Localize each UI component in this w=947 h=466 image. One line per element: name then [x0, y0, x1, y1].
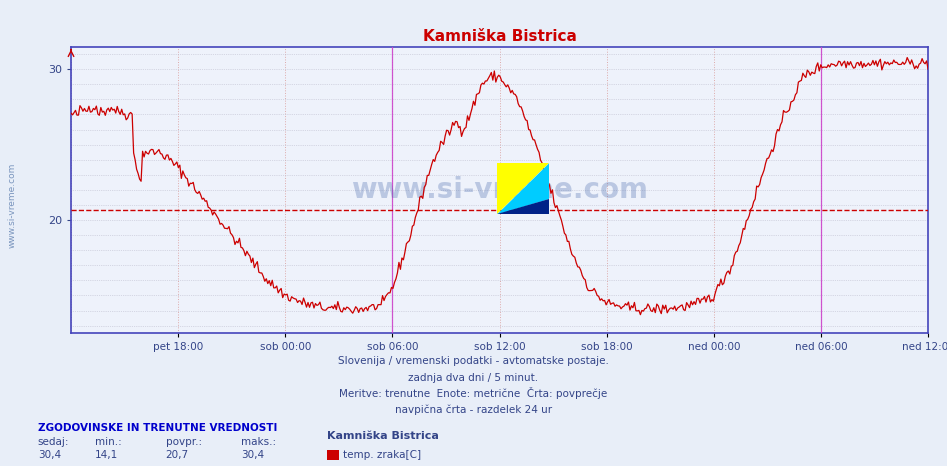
- Text: temp. zraka[C]: temp. zraka[C]: [343, 450, 420, 459]
- Text: Slovenija / vremenski podatki - avtomatske postaje.: Slovenija / vremenski podatki - avtomats…: [338, 356, 609, 366]
- Polygon shape: [497, 163, 549, 214]
- Text: 14,1: 14,1: [95, 450, 118, 459]
- Text: 20,7: 20,7: [166, 450, 188, 459]
- Text: min.:: min.:: [95, 437, 121, 446]
- Text: sedaj:: sedaj:: [38, 437, 69, 446]
- Text: www.si-vreme.com: www.si-vreme.com: [8, 162, 17, 248]
- Polygon shape: [497, 199, 549, 214]
- Text: maks.:: maks.:: [241, 437, 277, 446]
- Polygon shape: [497, 163, 549, 214]
- Text: povpr.:: povpr.:: [166, 437, 202, 446]
- Title: Kamniška Bistrica: Kamniška Bistrica: [422, 29, 577, 44]
- Text: navpična črta - razdelek 24 ur: navpična črta - razdelek 24 ur: [395, 405, 552, 415]
- Text: www.si-vreme.com: www.si-vreme.com: [351, 176, 648, 204]
- Text: 30,4: 30,4: [241, 450, 264, 459]
- Text: ZGODOVINSKE IN TRENUTNE VREDNOSTI: ZGODOVINSKE IN TRENUTNE VREDNOSTI: [38, 423, 277, 433]
- Text: zadnja dva dni / 5 minut.: zadnja dva dni / 5 minut.: [408, 373, 539, 383]
- Text: Meritve: trenutne  Enote: metrične  Črta: povprečje: Meritve: trenutne Enote: metrične Črta: …: [339, 387, 608, 399]
- Text: Kamniška Bistrica: Kamniška Bistrica: [327, 431, 438, 441]
- Text: 30,4: 30,4: [38, 450, 61, 459]
